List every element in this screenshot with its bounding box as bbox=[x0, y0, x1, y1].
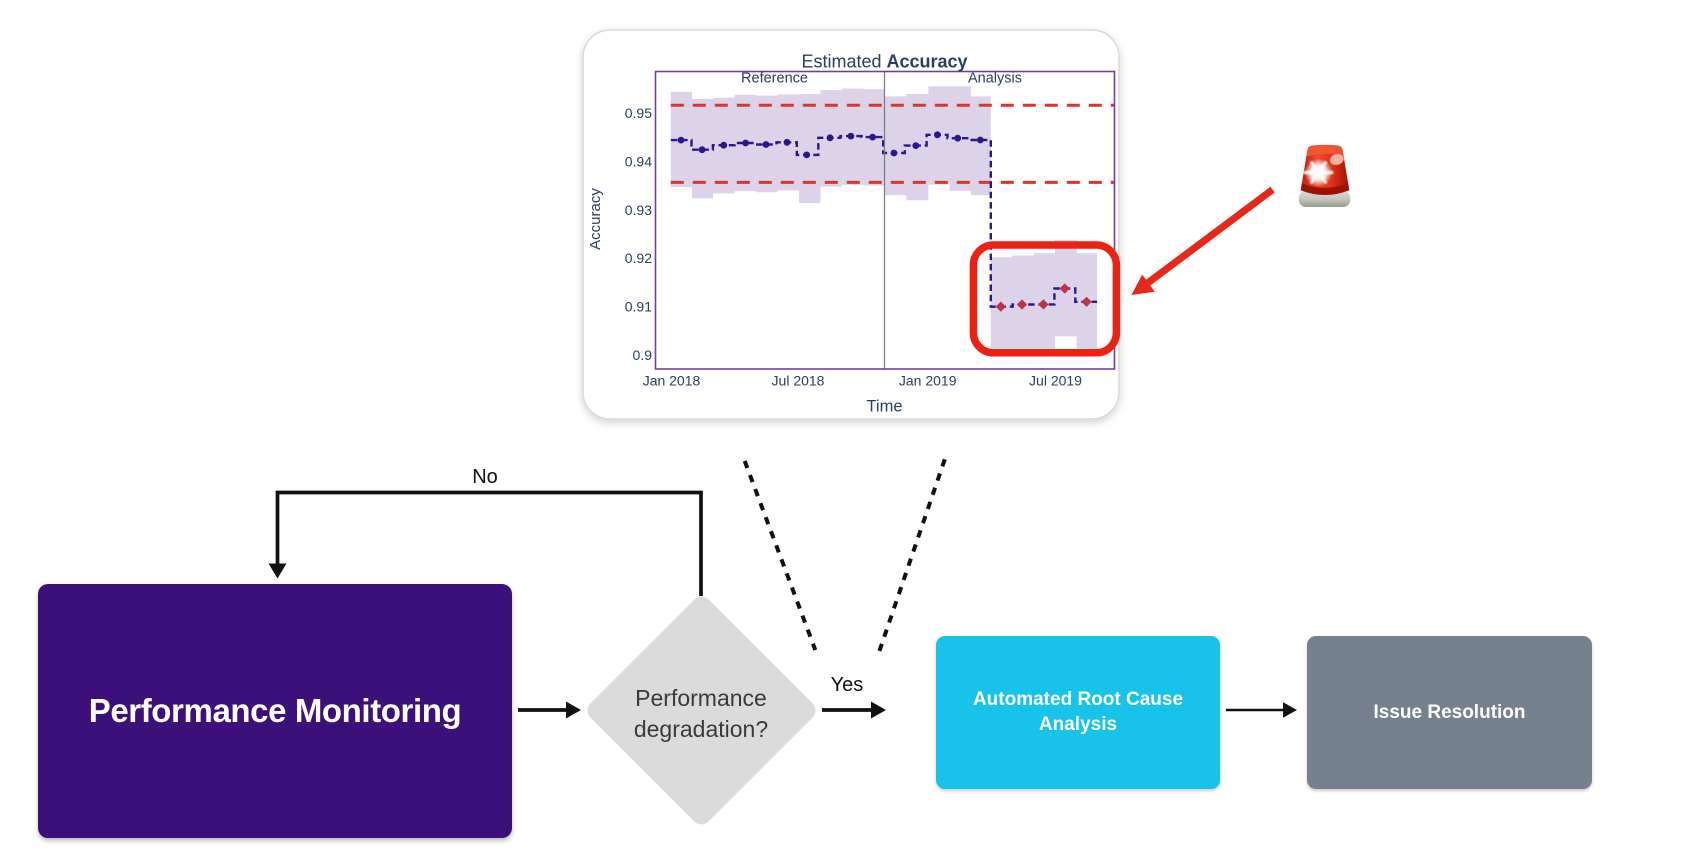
svg-text:Reference: Reference bbox=[741, 71, 808, 87]
svg-text:Jul 2018: Jul 2018 bbox=[772, 373, 825, 389]
svg-text:Analysis: Analysis bbox=[968, 71, 1022, 87]
svg-text:Jan 2019: Jan 2019 bbox=[899, 373, 957, 389]
svg-text:0.9: 0.9 bbox=[633, 347, 653, 363]
svg-text:Estimated Accuracy: Estimated Accuracy bbox=[801, 52, 967, 72]
svg-text:0.94: 0.94 bbox=[625, 153, 652, 169]
svg-text:Jan 2018: Jan 2018 bbox=[643, 373, 701, 389]
svg-text:No: No bbox=[472, 466, 498, 488]
svg-text:Time: Time bbox=[866, 398, 902, 416]
svg-text:Jul 2019: Jul 2019 bbox=[1029, 373, 1082, 389]
svg-text:0.92: 0.92 bbox=[625, 250, 652, 266]
svg-text:0.93: 0.93 bbox=[625, 202, 652, 218]
svg-text:Accuracy: Accuracy bbox=[587, 188, 604, 250]
svg-text:0.95: 0.95 bbox=[625, 105, 652, 121]
svg-text:Yes: Yes bbox=[831, 674, 864, 696]
svg-text:0.91: 0.91 bbox=[625, 299, 652, 315]
